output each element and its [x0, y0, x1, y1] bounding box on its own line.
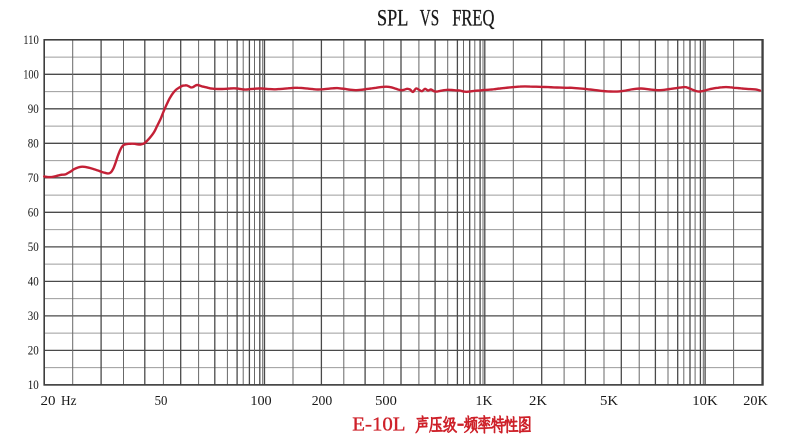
svg-text:50: 50 [28, 239, 39, 254]
svg-text:60: 60 [28, 205, 39, 220]
svg-text:20: 20 [28, 343, 39, 358]
svg-text:FREQ: FREQ [452, 6, 494, 32]
svg-text:30: 30 [28, 308, 39, 323]
svg-text:200: 200 [312, 394, 333, 409]
svg-text:80: 80 [28, 136, 39, 151]
svg-text:100: 100 [23, 67, 39, 82]
svg-text:Hz: Hz [61, 394, 77, 409]
svg-text:70: 70 [28, 170, 39, 185]
svg-text:500: 500 [375, 394, 397, 409]
svg-text:5K: 5K [600, 394, 618, 409]
svg-text:90: 90 [28, 101, 39, 116]
svg-text:20: 20 [41, 394, 56, 409]
svg-text:VS: VS [420, 6, 439, 32]
svg-text:110: 110 [23, 32, 39, 47]
svg-text:10: 10 [28, 377, 39, 392]
svg-text:SPL: SPL [377, 6, 408, 32]
svg-text:10K: 10K [692, 394, 717, 409]
svg-text:1K: 1K [476, 394, 493, 409]
svg-text:100: 100 [250, 394, 271, 409]
svg-text:40: 40 [28, 274, 39, 289]
svg-text:E-10L: E-10L [352, 413, 405, 435]
svg-text:20K: 20K [743, 394, 768, 409]
svg-text:2K: 2K [529, 394, 547, 409]
svg-text:50: 50 [155, 394, 168, 409]
